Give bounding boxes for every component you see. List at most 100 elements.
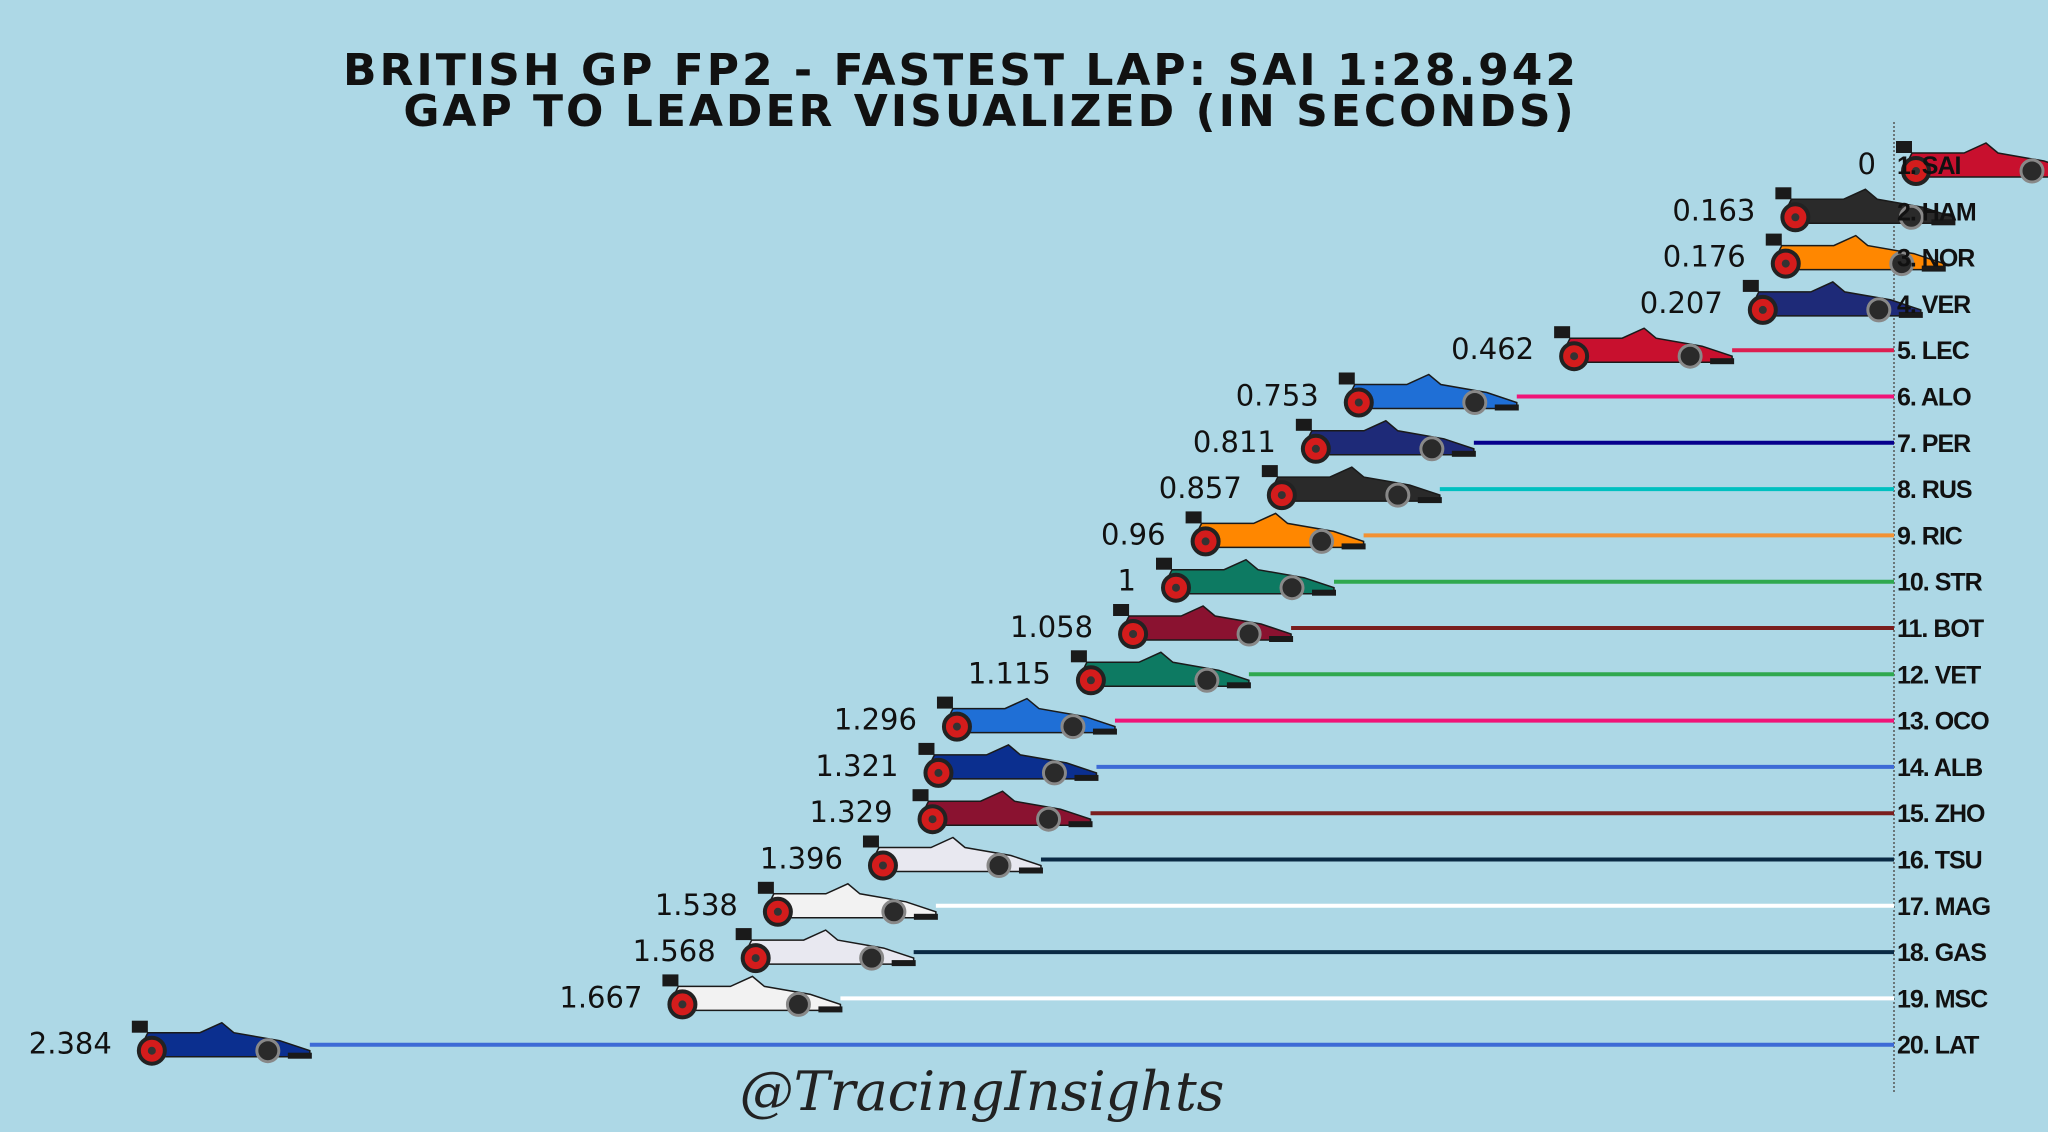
front-wing bbox=[1921, 265, 1946, 272]
front-wing bbox=[1068, 821, 1093, 828]
gap-label: 2.384 bbox=[29, 1027, 112, 1061]
car-icon bbox=[662, 974, 843, 1020]
driver-label: 11. BOT bbox=[1897, 615, 1984, 643]
car-icon bbox=[862, 835, 1043, 881]
front-wing bbox=[1417, 497, 1442, 504]
chart-title: BRITISH GP FP2 - FASTEST LAP: SAI 1:28.9… bbox=[343, 45, 1579, 96]
car-icon bbox=[1338, 372, 1519, 418]
front-wheel bbox=[255, 1038, 281, 1064]
watermark: @TracingInsights bbox=[740, 1060, 1225, 1123]
driver-row: 1.058 11. BOT bbox=[1010, 604, 1985, 649]
rear-wing bbox=[757, 881, 774, 894]
rear-wing bbox=[1765, 233, 1782, 246]
driver-label: 9. RIC bbox=[1897, 522, 1963, 550]
rear-wheel-hub bbox=[1781, 259, 1790, 268]
rear-wheel-hub bbox=[773, 907, 782, 916]
front-wheel bbox=[881, 899, 907, 925]
rear-wing bbox=[1070, 650, 1087, 663]
rear-wing bbox=[918, 742, 935, 755]
gap-label: 0.163 bbox=[1672, 193, 1755, 227]
rear-wheel-hub bbox=[1086, 676, 1095, 685]
front-wing bbox=[1494, 404, 1519, 411]
rear-wing bbox=[1338, 372, 1355, 385]
front-wing bbox=[1898, 311, 1923, 318]
front-wing bbox=[913, 913, 938, 920]
front-wheel bbox=[2019, 158, 2045, 184]
front-wheel bbox=[1309, 528, 1335, 554]
front-wing bbox=[1074, 774, 1099, 781]
gap-label: 0.811 bbox=[1193, 425, 1276, 459]
rear-wing bbox=[936, 696, 953, 709]
gap-label: 1.321 bbox=[815, 749, 898, 783]
rear-wing bbox=[1775, 187, 1792, 200]
rear-wing bbox=[912, 789, 929, 802]
gap-label: 0.753 bbox=[1236, 379, 1319, 413]
gap-label: 1.058 bbox=[1010, 610, 1093, 644]
rear-wheel-hub bbox=[878, 861, 887, 870]
front-wheel bbox=[1041, 760, 1067, 786]
rear-wheel-hub bbox=[1129, 630, 1138, 638]
gap-label: 0.462 bbox=[1451, 332, 1534, 366]
front-wing bbox=[1341, 543, 1366, 550]
car-icon bbox=[1295, 418, 1476, 464]
car-icon bbox=[1765, 233, 1946, 279]
driver-label: 3. NOR bbox=[1897, 245, 1975, 273]
driver-row: 0.176 3. NOR bbox=[1663, 233, 1976, 279]
rear-wheel-hub bbox=[1311, 444, 1320, 453]
front-wheel bbox=[1194, 667, 1220, 693]
driver-row: 0.753 6. ALO bbox=[1236, 372, 1972, 418]
rear-wheel-hub bbox=[751, 954, 760, 963]
rear-wing bbox=[1295, 418, 1312, 431]
car-icon bbox=[1156, 557, 1336, 603]
rear-wheel-hub bbox=[1570, 352, 1579, 361]
rear-wheel-hub bbox=[1172, 583, 1180, 592]
chart-rows: 0 1. SAI 0.163 2. HAM 0.176 3. NOR 0.207 4. VER… bbox=[29, 141, 2048, 1066]
driver-label: 14. ALB bbox=[1897, 754, 1982, 782]
driver-label: 19. MSC bbox=[1897, 985, 1988, 1013]
driver-label: 6. ALO bbox=[1897, 384, 1971, 412]
gap-label: 1.396 bbox=[760, 842, 843, 876]
driver-label: 12. VET bbox=[1897, 661, 1981, 689]
rear-wheel-hub bbox=[1912, 167, 1920, 175]
front-wing bbox=[1312, 589, 1336, 596]
driver-row: 0.96 9. RIC bbox=[1101, 511, 1964, 557]
driver-row: 0.811 7. PER bbox=[1193, 418, 1972, 464]
gap-label: 0.857 bbox=[1159, 471, 1242, 505]
driver-row: 0.462 5. LEC bbox=[1451, 326, 1971, 372]
rear-wing bbox=[735, 928, 752, 941]
car-icon bbox=[1775, 187, 1956, 233]
front-wheel bbox=[1898, 204, 1924, 230]
driver-label: 18. GAS bbox=[1897, 939, 1986, 967]
car-icon bbox=[1554, 326, 1735, 372]
car-icon bbox=[936, 696, 1117, 742]
gap-label: 1.115 bbox=[968, 656, 1051, 690]
front-wing bbox=[1018, 867, 1043, 874]
driver-row: 0.857 8. RUS bbox=[1159, 465, 1973, 511]
rear-wing bbox=[662, 974, 679, 987]
rear-wing bbox=[131, 1020, 148, 1033]
car-icon bbox=[131, 1020, 312, 1066]
driver-label: 10. STR bbox=[1897, 569, 1983, 597]
front-wheel bbox=[1889, 251, 1915, 277]
car-icon bbox=[1261, 465, 1442, 511]
driver-row: 1.396 16. TSU bbox=[760, 835, 1983, 881]
front-wing bbox=[1269, 636, 1294, 642]
front-wing bbox=[818, 1006, 843, 1013]
front-wheel bbox=[859, 945, 885, 971]
car-icon bbox=[1742, 279, 1923, 325]
rear-wing bbox=[1742, 279, 1759, 292]
front-wheel bbox=[1462, 390, 1488, 415]
car-body bbox=[1903, 142, 2048, 178]
rear-wing bbox=[1156, 557, 1172, 570]
front-wheel bbox=[986, 853, 1012, 878]
front-wheel bbox=[1866, 297, 1892, 323]
driver-row: 1.538 17. MAG bbox=[655, 881, 1991, 927]
rear-wheel-hub bbox=[1354, 398, 1363, 407]
driver-row: 1.329 15. ZHO bbox=[810, 789, 1986, 835]
car-icon bbox=[1185, 511, 1366, 557]
gap-label: 1.667 bbox=[559, 980, 642, 1014]
rear-wheel-hub bbox=[147, 1046, 156, 1055]
rear-wing bbox=[1113, 604, 1130, 616]
gap-label: 0 bbox=[1858, 147, 1876, 181]
